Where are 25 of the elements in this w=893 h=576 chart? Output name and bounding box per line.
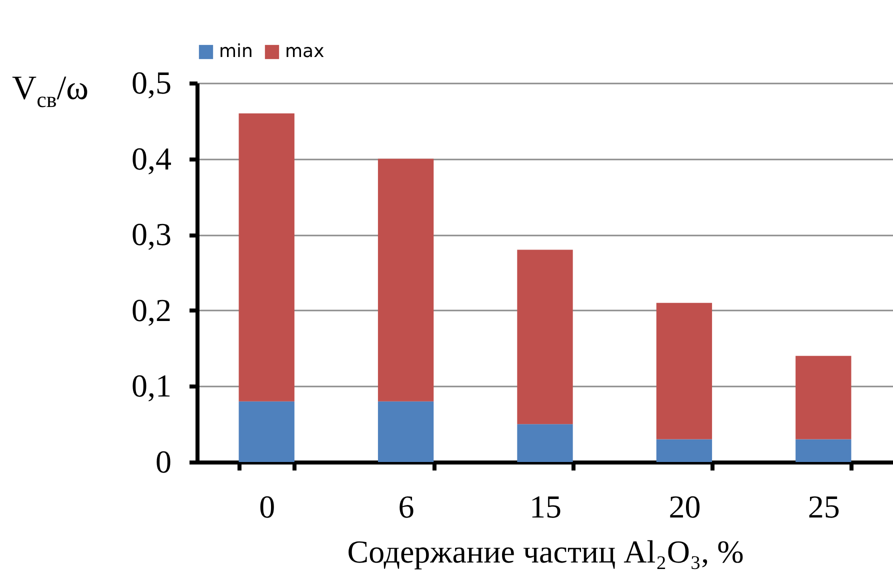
- x-tick-label: 15: [530, 488, 562, 524]
- bar: [238, 401, 294, 462]
- bar: [656, 439, 712, 462]
- bar: [796, 356, 852, 440]
- y-tick-label: 0,5: [132, 64, 172, 100]
- y-tick-label: 0: [156, 444, 172, 480]
- bar: [517, 250, 573, 424]
- x-tick-label: 6: [398, 488, 414, 524]
- x-tick-label: 25: [808, 488, 840, 524]
- x-tick-label: 0: [259, 488, 276, 524]
- y-axis-title: V$_{св}$/ω: [12, 70, 89, 113]
- bar: [378, 158, 434, 402]
- y-tick-label: 0,2: [132, 292, 172, 328]
- bar: [796, 439, 852, 462]
- bar: [378, 401, 434, 462]
- legend-label: max: [285, 41, 325, 62]
- legend-label: min: [219, 41, 253, 62]
- bar: [656, 302, 712, 440]
- bar: [238, 113, 294, 402]
- x-axis-title: Содержание частиц Al₂O₃, %: [347, 534, 744, 570]
- bar: [517, 424, 573, 462]
- y-tick-label: 0,3: [132, 216, 172, 252]
- y-tick-label: 0,4: [132, 140, 172, 176]
- x-tick-label: 20: [668, 488, 701, 524]
- y-tick-label: 0,1: [132, 368, 172, 404]
